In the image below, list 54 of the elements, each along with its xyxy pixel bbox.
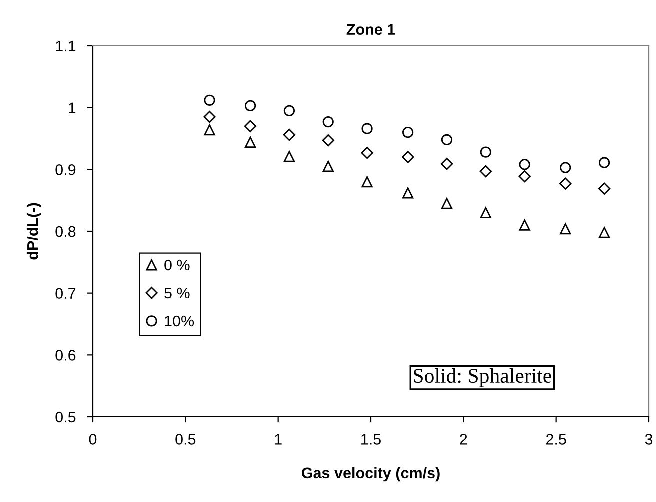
legend-label: 10% bbox=[165, 316, 194, 327]
x-tick-label: 1 bbox=[275, 434, 282, 445]
point bbox=[598, 182, 611, 195]
point bbox=[361, 146, 374, 160]
point bbox=[204, 124, 216, 136]
point bbox=[560, 223, 572, 235]
legend-label: 0 % bbox=[164, 260, 190, 271]
y-tick-label: 0.9 bbox=[56, 164, 76, 176]
annotation: Solid: Sphalerite bbox=[414, 368, 552, 388]
point bbox=[322, 134, 334, 147]
point bbox=[598, 157, 610, 168]
y-tick-label: 0.7 bbox=[56, 288, 76, 300]
point bbox=[402, 151, 414, 164]
y-tick-label: 0.5 bbox=[56, 412, 76, 423]
point bbox=[362, 123, 373, 134]
y-tick-label: 0.8 bbox=[56, 226, 76, 238]
point bbox=[244, 120, 257, 132]
y-axis-title: dP/dL(-) bbox=[26, 203, 42, 260]
point bbox=[480, 207, 492, 219]
point bbox=[519, 159, 530, 170]
y-tick-label: 1.1 bbox=[56, 41, 76, 52]
point bbox=[284, 105, 296, 116]
x-tick-label: 1.5 bbox=[362, 434, 381, 445]
point bbox=[322, 161, 334, 172]
point bbox=[204, 94, 216, 106]
x-tick-label: 2.5 bbox=[546, 434, 566, 445]
point bbox=[322, 116, 334, 128]
point bbox=[441, 198, 453, 210]
point bbox=[480, 165, 492, 178]
point bbox=[284, 151, 296, 162]
point bbox=[204, 111, 216, 124]
point bbox=[560, 178, 572, 190]
point bbox=[440, 158, 454, 170]
x-axis-title: Gas velocity (cm/s) bbox=[302, 467, 440, 482]
point bbox=[480, 146, 492, 158]
x-tick-label: 0 bbox=[89, 434, 97, 445]
point bbox=[518, 170, 531, 183]
point bbox=[362, 176, 373, 188]
chart-title: Zone 1 bbox=[346, 24, 396, 36]
y-tick-label: 1 bbox=[69, 102, 76, 114]
point bbox=[519, 220, 530, 231]
point bbox=[402, 188, 414, 199]
x-tick-label: 0.5 bbox=[176, 434, 196, 445]
x-tick-label: 3 bbox=[645, 434, 653, 445]
legend-label: 5 % bbox=[164, 288, 190, 299]
point bbox=[402, 127, 414, 138]
y-tick-label: 0.6 bbox=[56, 350, 76, 361]
x-tick-label: 2 bbox=[460, 434, 468, 445]
point bbox=[560, 162, 572, 174]
point bbox=[244, 136, 256, 148]
point bbox=[441, 134, 453, 146]
point bbox=[283, 128, 296, 142]
point bbox=[598, 227, 610, 238]
point bbox=[244, 100, 256, 112]
